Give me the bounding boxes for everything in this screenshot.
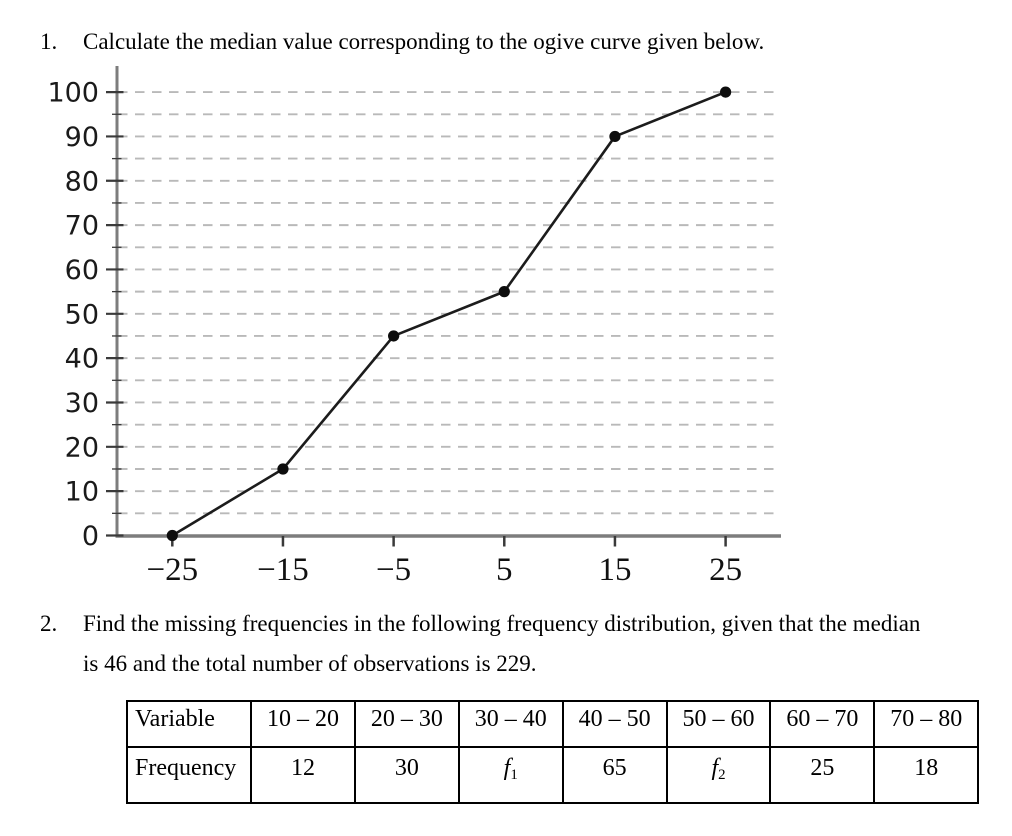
table-cell: 25 [769, 746, 876, 804]
x-tick-label: 15 [598, 552, 631, 588]
data-point [277, 463, 289, 475]
table-cell: 50 – 60 [665, 700, 772, 748]
table-cell: 10 – 20 [250, 700, 356, 748]
x-tick-label: −25 [146, 552, 198, 588]
table-cell: 12 [250, 746, 356, 804]
question-2: 2. Find the missing frequencies in the fo… [40, 604, 920, 644]
table-cell: 70 – 80 [873, 700, 980, 748]
y-tick-label: 20 [65, 432, 99, 463]
table-cell: 18 [873, 746, 980, 804]
data-point [166, 529, 178, 542]
y-tick-label: 10 [65, 477, 99, 508]
table-cell: 60 – 70 [769, 700, 876, 748]
question-1-number: 1. [40, 29, 58, 54]
ogive-line [171, 90, 727, 537]
x-tick-label: 5 [496, 552, 513, 588]
gridlines [118, 91, 780, 515]
data-point [720, 86, 732, 98]
frequency-table: Variable 10 – 20 20 – 30 30 – 40 40 – 50 50 –… [126, 700, 980, 804]
axis-ticks-and-labels: 0 10 20 30 40 50 60 70 80 90 100 −25 −15 −5 5 15 25 [47, 78, 742, 588]
x-tick-label: −15 [257, 552, 309, 588]
question-1-text: Calculate the median value corresponding… [83, 29, 765, 54]
table-cell: f2 [665, 746, 772, 804]
table-row-header: Frequency [126, 746, 252, 804]
data-point [388, 330, 400, 342]
y-tick-label: 30 [65, 388, 99, 419]
data-point [498, 286, 510, 298]
table-cell: 30 – 40 [457, 700, 564, 748]
y-tick-label: 50 [65, 299, 99, 330]
question-2-number: 2. [40, 611, 58, 636]
y-tick-label: 0 [82, 521, 99, 552]
question-2-text-line2: is 46 and the total number of observatio… [83, 651, 537, 676]
y-tick-label: 100 [47, 78, 99, 109]
ogive-chart: 0 10 20 30 40 50 60 70 80 90 100 −25 −15 −5 5 15 25 [47, 66, 781, 588]
y-tick-label: 40 [65, 344, 99, 375]
x-tick-label: 25 [709, 552, 742, 588]
table-cell: 65 [561, 746, 668, 804]
question-2-text-line1: Find the missing frequencies in the foll… [83, 611, 921, 636]
table-row-header: Variable [126, 700, 252, 748]
y-tick-label: 60 [65, 255, 99, 286]
x-tick-label: −5 [376, 552, 411, 588]
table-row: Frequency 12 30 f1 65 f2 25 18 [126, 746, 980, 804]
table-row: Variable 10 – 20 20 – 30 30 – 40 40 – 50 50 –… [126, 700, 980, 748]
table-cell: f1 [457, 746, 564, 804]
table-cell: 20 – 30 [353, 700, 460, 748]
table-cell: 40 – 50 [561, 700, 668, 748]
question-1: 1. Calculate the median value correspondi… [40, 22, 764, 62]
table-cell: 30 [353, 746, 460, 804]
y-tick-label: 70 [65, 211, 99, 242]
y-tick-label: 90 [65, 122, 99, 153]
y-tick-label: 80 [65, 166, 99, 197]
data-point [609, 130, 621, 143]
frequency-table-body: Variable 10 – 20 20 – 30 30 – 40 40 – 50 50 –… [126, 700, 980, 804]
